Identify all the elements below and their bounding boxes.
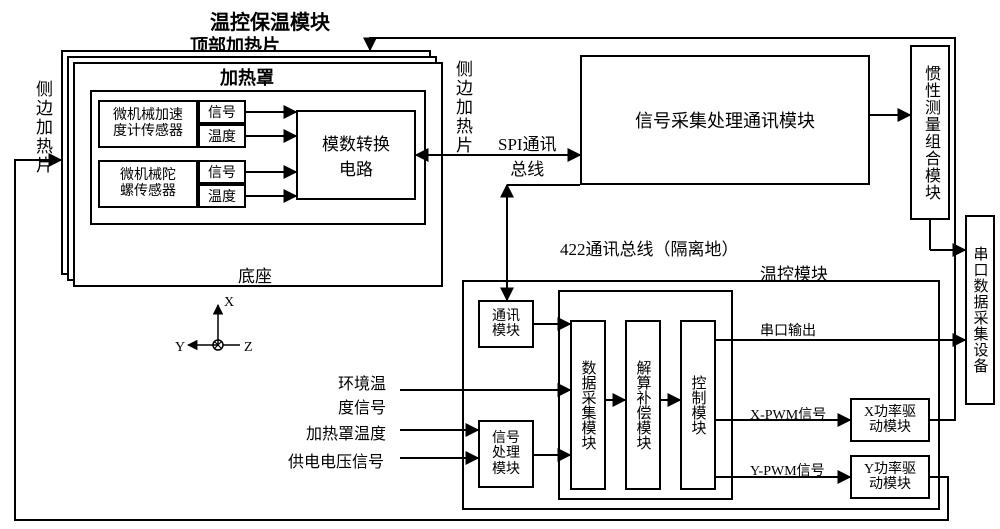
- comm-module-label: 通讯 模块: [492, 309, 520, 340]
- accel-sensor-label: 微机械加速 度计传感器: [113, 108, 183, 140]
- label-serial-out: 串口输出: [760, 320, 816, 340]
- accel-signal-label: 信号: [208, 102, 236, 122]
- data-acq-label: 数据采集模块: [578, 360, 599, 450]
- gyro-sensor-label: 微机械陀 螺传感器: [120, 168, 176, 200]
- gyro-temp-box: 温度: [198, 184, 246, 208]
- label-env-temp: 环境温 度信号: [338, 370, 386, 418]
- signal-acq-label: 信号采集处理通讯模块: [635, 107, 815, 133]
- comp-label: 解算补偿模块: [633, 360, 654, 450]
- label-base: 底座: [238, 262, 272, 287]
- sig-proc-label: 信号 处理 模块: [492, 431, 520, 477]
- label-temp-ctrl: 温控模块: [760, 260, 828, 285]
- label-x-pwm: X-PWM信号: [750, 404, 826, 424]
- axis-z-label: Z: [244, 340, 253, 356]
- accel-sensor-box: 微机械加速 度计传感器: [98, 100, 198, 148]
- label-supply-v: 供电电压信号: [288, 448, 384, 472]
- y-power-box: Y功率驱 动模块: [850, 455, 930, 499]
- signal-acq-box: 信号采集处理通讯模块: [580, 55, 870, 185]
- comp-box: 解算补偿模块: [625, 320, 661, 490]
- serial-device-box: 串口数据采集设备: [965, 215, 995, 405]
- label-cover-temp: 加热罩温度: [306, 420, 386, 444]
- data-acq-box: 数据采集模块: [570, 320, 606, 490]
- sig-proc-box: 信号 处理 模块: [478, 420, 534, 488]
- axis-y-label: Y: [175, 340, 185, 356]
- label-heater-cover: 加热罩: [220, 64, 274, 90]
- label-side-heater-mid: 侧边加热片: [450, 60, 475, 155]
- label-422: 422通讯总线（隔离地）: [560, 235, 739, 260]
- serial-device-label: 串口数据采集设备: [970, 246, 991, 374]
- gyro-signal-label: 信号: [208, 162, 236, 182]
- gyro-signal-box: 信号: [198, 160, 246, 184]
- ctrl-label: 控制模块: [688, 375, 709, 435]
- adc-box: 模数转换 电路: [296, 110, 416, 200]
- adc-label: 模数转换 电路: [322, 130, 390, 180]
- accel-signal-box: 信号: [198, 100, 246, 124]
- inertial-label: 惯性测量组合模块: [918, 65, 942, 201]
- label-y-pwm: Y-PWM信号: [750, 460, 825, 480]
- axis-x-label: X: [224, 295, 234, 311]
- label-spi: SPI通讯 总线: [498, 130, 557, 180]
- inertial-box: 惯性测量组合模块: [910, 45, 950, 220]
- comm-module-box: 通讯 模块: [478, 300, 534, 348]
- gyro-sensor-box: 微机械陀 螺传感器: [98, 160, 198, 208]
- accel-temp-box: 温度: [198, 124, 246, 148]
- label-side-heater-left: 侧边加热片: [30, 80, 55, 175]
- accel-temp-label: 温度: [208, 126, 236, 146]
- gyro-temp-label: 温度: [208, 186, 236, 206]
- y-power-label: Y功率驱 动模块: [864, 462, 916, 493]
- diagram-canvas: 温控保温模块 顶部加热片 加热罩 微机械加速 度计传感器 信号 温度 微机械陀 …: [0, 0, 1000, 529]
- title-top-module: 温控保温模块: [210, 6, 330, 35]
- x-power-label: X功率驱 动模块: [864, 405, 916, 436]
- x-power-box: X功率驱 动模块: [850, 398, 930, 442]
- ctrl-box: 控制模块: [680, 320, 716, 490]
